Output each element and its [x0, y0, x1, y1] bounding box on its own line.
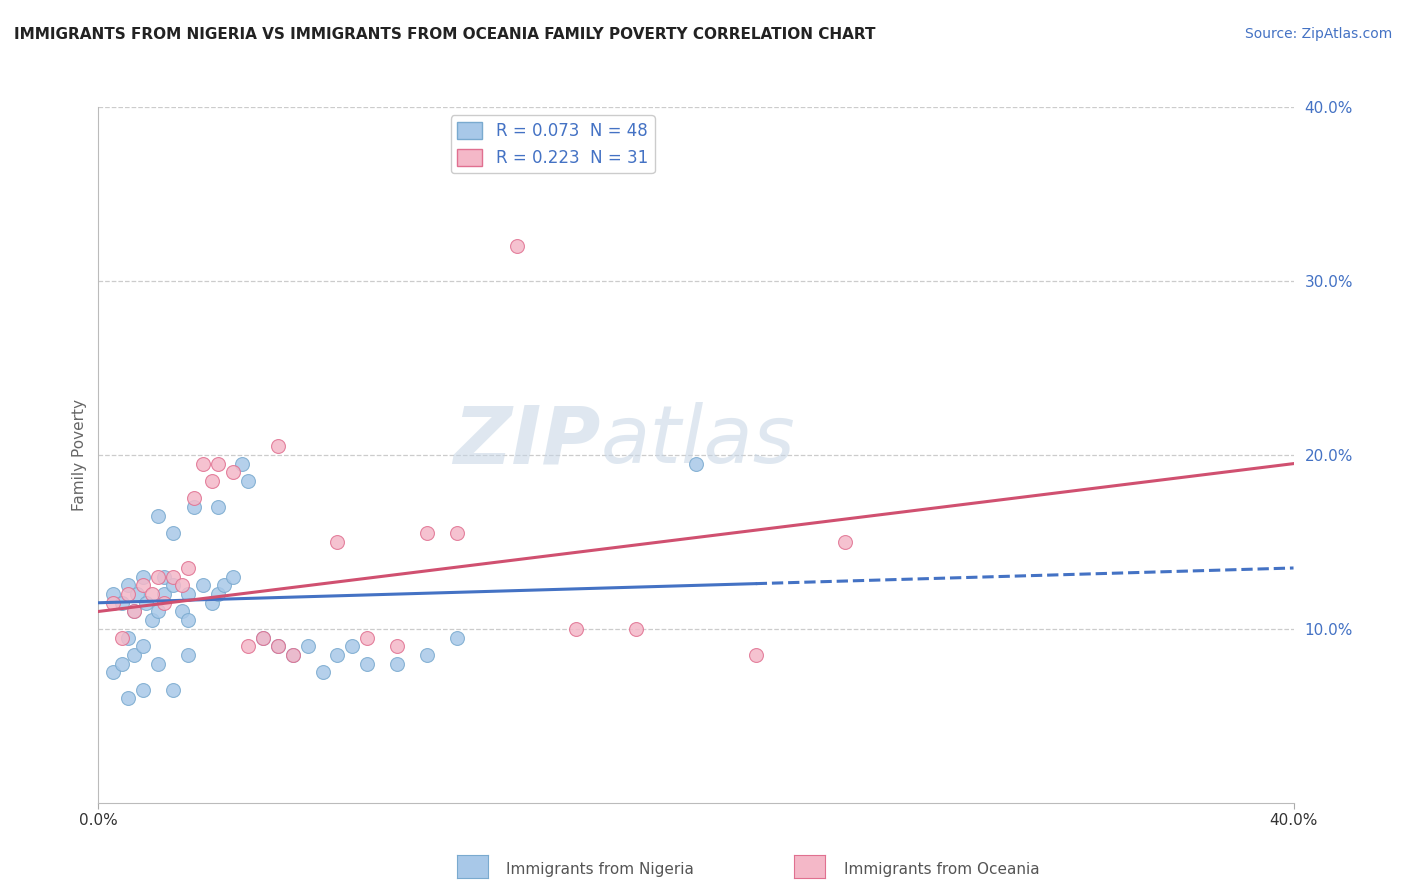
Point	[446, 631, 468, 645]
Point	[111, 631, 134, 645]
Point	[834, 534, 856, 549]
Point	[745, 648, 768, 662]
Point	[236, 639, 259, 653]
Point	[177, 648, 200, 662]
Point	[117, 578, 139, 592]
Point	[162, 578, 184, 592]
Point	[385, 639, 409, 653]
Point	[281, 648, 304, 662]
Point	[111, 596, 134, 610]
Point	[267, 439, 290, 453]
Point	[153, 587, 176, 601]
Point	[506, 239, 529, 253]
Point	[212, 578, 235, 592]
Point	[124, 605, 146, 619]
Point	[172, 578, 194, 592]
Text: Source: ZipAtlas.com: Source: ZipAtlas.com	[1244, 27, 1392, 41]
Text: Immigrants from Nigeria: Immigrants from Nigeria	[506, 863, 695, 877]
Point	[111, 657, 134, 671]
Point	[565, 622, 588, 636]
Point	[416, 648, 439, 662]
Point	[207, 587, 229, 601]
Point	[127, 587, 149, 601]
Point	[267, 639, 290, 653]
Point	[124, 605, 146, 619]
Point	[103, 665, 125, 680]
Text: Immigrants from Oceania: Immigrants from Oceania	[844, 863, 1039, 877]
Point	[297, 639, 319, 653]
Point	[132, 639, 155, 653]
Point	[222, 570, 245, 584]
Point	[132, 570, 155, 584]
Point	[162, 682, 184, 697]
Point	[148, 605, 170, 619]
Point	[162, 526, 184, 541]
Point	[117, 691, 139, 706]
Point	[117, 587, 139, 601]
Point	[252, 631, 274, 645]
Point	[141, 613, 163, 627]
Point	[117, 631, 139, 645]
Point	[148, 657, 170, 671]
Point	[231, 457, 253, 471]
Point	[183, 500, 205, 514]
Text: ZIP: ZIP	[453, 402, 600, 480]
Point	[416, 526, 439, 541]
Point	[356, 631, 378, 645]
Y-axis label: Family Poverty: Family Poverty	[72, 399, 87, 511]
Point	[135, 596, 157, 610]
Point	[141, 587, 163, 601]
Point	[342, 639, 364, 653]
Point	[201, 474, 224, 488]
Point	[183, 491, 205, 506]
Point	[326, 534, 349, 549]
Point	[311, 665, 333, 680]
Point	[222, 466, 245, 480]
Point	[201, 596, 224, 610]
Point	[207, 457, 229, 471]
Point	[172, 605, 194, 619]
Point	[124, 648, 146, 662]
Point	[207, 500, 229, 514]
Point	[162, 570, 184, 584]
Point	[236, 474, 259, 488]
Point	[267, 639, 290, 653]
Point	[446, 526, 468, 541]
Point	[148, 570, 170, 584]
Text: IMMIGRANTS FROM NIGERIA VS IMMIGRANTS FROM OCEANIA FAMILY POVERTY CORRELATION CH: IMMIGRANTS FROM NIGERIA VS IMMIGRANTS FR…	[14, 27, 876, 42]
Point	[153, 570, 176, 584]
Point	[177, 613, 200, 627]
Point	[132, 682, 155, 697]
Point	[177, 587, 200, 601]
Point	[103, 587, 125, 601]
Point	[356, 657, 378, 671]
Point	[624, 622, 647, 636]
Point	[326, 648, 349, 662]
Point	[281, 648, 304, 662]
Point	[153, 596, 176, 610]
Point	[177, 561, 200, 575]
Point	[103, 596, 125, 610]
Point	[385, 657, 409, 671]
Point	[191, 578, 214, 592]
Legend: R = 0.073  N = 48, R = 0.223  N = 31: R = 0.073 N = 48, R = 0.223 N = 31	[450, 115, 655, 173]
Text: atlas: atlas	[600, 402, 796, 480]
Point	[148, 508, 170, 523]
Point	[685, 457, 707, 471]
Point	[132, 578, 155, 592]
Point	[252, 631, 274, 645]
Point	[191, 457, 214, 471]
